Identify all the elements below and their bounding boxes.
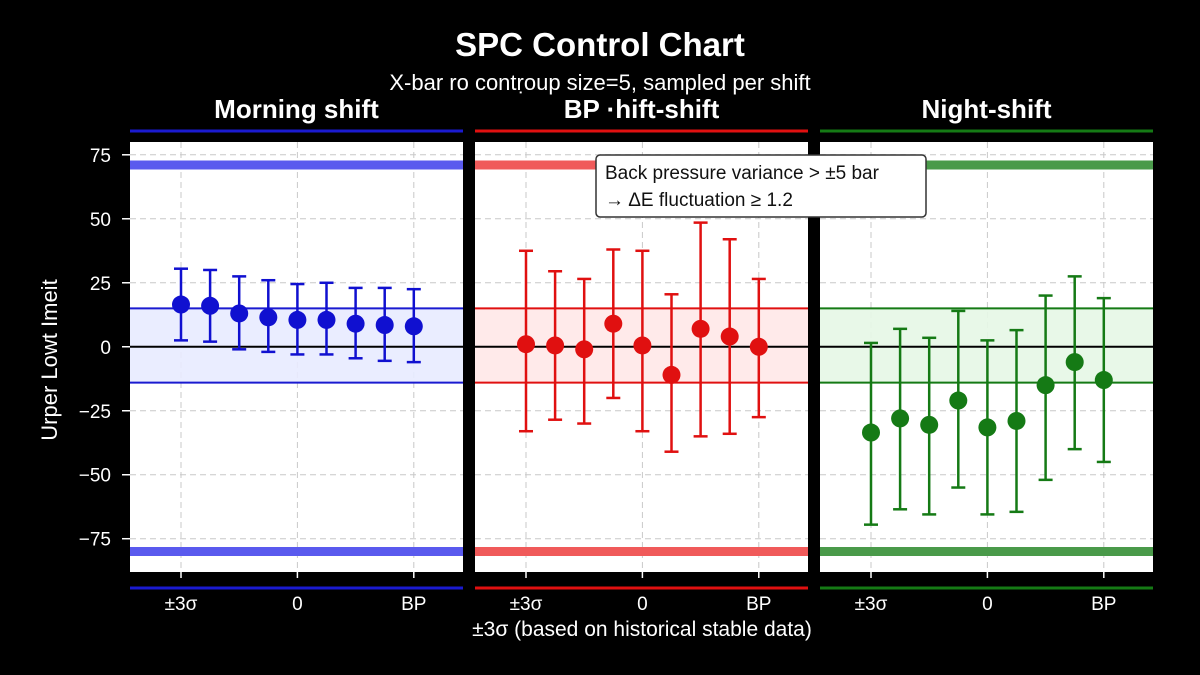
annotation-box: Back pressure variance > ±5 bar → ΔE fluc… (595, 154, 927, 218)
data-point (201, 296, 220, 315)
data-point-group (1036, 294, 1055, 482)
data-point (517, 335, 535, 354)
panel-title-bp: BP ·hift-shift (563, 94, 720, 124)
data-point (317, 310, 336, 329)
x-tick-label: ±3σ (165, 594, 198, 615)
data-point-group (1007, 328, 1026, 514)
data-point (978, 418, 997, 437)
data-point (891, 409, 910, 428)
data-point (749, 337, 768, 356)
x-tick-label: BP (1091, 594, 1116, 615)
y-tick-label: 50 (90, 210, 111, 231)
data-point-group (201, 268, 220, 343)
data-point-group (517, 249, 535, 433)
data-point-group (978, 339, 997, 516)
x-tick-label: ±3σ (510, 594, 543, 615)
data-point-group (375, 286, 394, 363)
y-tick-label: −50 (79, 466, 111, 487)
data-point (346, 314, 365, 333)
data-point (575, 340, 594, 359)
data-point-group (720, 238, 739, 436)
data-point-group (575, 277, 594, 425)
data-point (604, 314, 623, 333)
data-point (691, 319, 710, 338)
x-tick-label: ±3σ (855, 594, 888, 615)
annotation-background (595, 154, 927, 218)
data-point-group (172, 267, 190, 342)
y-tick-label: 0 (100, 338, 111, 359)
data-point (288, 310, 307, 329)
data-point (720, 327, 739, 346)
data-point (546, 336, 565, 355)
x-tick-label: BP (746, 594, 771, 615)
data-point-group (1094, 296, 1113, 464)
data-point (920, 415, 939, 434)
data-point-group (891, 327, 910, 511)
data-point (862, 423, 880, 442)
data-point-group (288, 282, 307, 356)
data-point-group (317, 281, 336, 356)
panel-title-morning: Morning shift (214, 94, 379, 124)
data-point-group (404, 287, 423, 364)
data-point (662, 365, 681, 384)
data-point (259, 308, 278, 327)
data-point (633, 336, 652, 355)
data-point (375, 316, 394, 335)
y-tick-label: 75 (90, 146, 111, 167)
chart-title: SPC Control Chart (455, 26, 745, 63)
y-tick-label: 25 (90, 274, 111, 295)
data-point-group (604, 248, 623, 400)
data-point-group (691, 221, 710, 438)
data-point-group (920, 336, 939, 516)
y-tick-label: −75 (79, 530, 111, 551)
data-point-group (862, 341, 880, 526)
data-point (949, 391, 968, 410)
data-point-group (230, 275, 249, 351)
data-point-group (259, 278, 278, 354)
x-axis-label: ±3σ (based on historical stable data) (472, 618, 812, 641)
data-point-group (346, 286, 365, 360)
annotation-line-1: Back pressure variance > ±5 bar (605, 163, 880, 184)
data-point (1065, 353, 1084, 372)
chart-subtitle: X-bar ro contṛoup size=5, sampled per sh… (389, 70, 811, 95)
y-tick-label: −25 (79, 402, 111, 423)
data-point-group (749, 277, 768, 419)
data-point-group (1065, 275, 1084, 451)
data-point-group (546, 270, 565, 421)
x-tick-label: 0 (292, 594, 303, 615)
data-point-group (633, 249, 652, 433)
data-point-group (949, 309, 968, 489)
data-point (1094, 371, 1113, 390)
data-point-group (662, 293, 681, 453)
x-tick-label: 0 (982, 594, 993, 615)
data-point (230, 304, 249, 323)
x-tick-label: 0 (637, 594, 648, 615)
data-point (404, 317, 423, 336)
data-point (1007, 411, 1026, 430)
data-point (172, 295, 190, 314)
data-point (1036, 376, 1055, 395)
x-tick-label: BP (401, 594, 426, 615)
panel-title-night: Night-shift (921, 94, 1052, 124)
annotation-line-2: → ΔE fluctuation ≥ 1.2 (605, 190, 793, 211)
